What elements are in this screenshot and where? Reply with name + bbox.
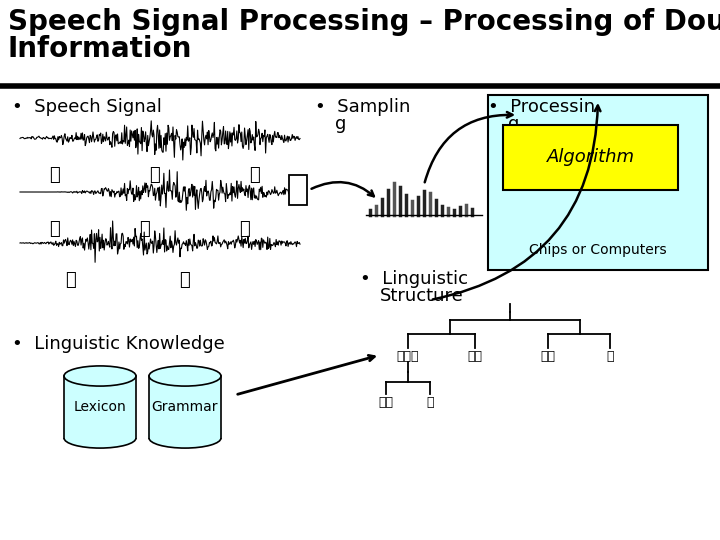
Text: Information: Information xyxy=(8,35,192,63)
Text: g: g xyxy=(335,115,346,133)
Text: 天気: 天気 xyxy=(467,350,482,363)
Text: 今天: 今天 xyxy=(379,396,394,409)
Bar xyxy=(149,376,221,438)
Text: 今: 今 xyxy=(50,166,60,184)
Bar xyxy=(289,175,307,205)
Text: 天: 天 xyxy=(50,220,60,238)
Bar xyxy=(0,0,720,85)
Text: •  Samplin: • Samplin xyxy=(315,98,410,116)
Text: 的: 的 xyxy=(250,166,261,184)
Text: •  Speech Signal: • Speech Signal xyxy=(12,98,162,116)
Text: 的: 的 xyxy=(426,396,433,409)
Text: 天: 天 xyxy=(150,166,161,184)
Text: 気: 気 xyxy=(140,220,150,238)
Bar xyxy=(488,95,708,270)
Ellipse shape xyxy=(149,428,221,448)
Bar xyxy=(64,376,136,438)
Text: 好: 好 xyxy=(606,350,613,363)
Text: Chips or Computers: Chips or Computers xyxy=(529,243,667,257)
Text: Lexicon: Lexicon xyxy=(73,400,127,414)
Text: Speech Signal Processing – Processing of Double-Level: Speech Signal Processing – Processing of… xyxy=(8,8,720,36)
Ellipse shape xyxy=(149,366,221,386)
Text: 非常: 非常 xyxy=(541,350,556,363)
Text: g: g xyxy=(508,115,519,133)
Text: Structure: Structure xyxy=(380,287,464,305)
Bar xyxy=(63,427,137,438)
Text: 今天的: 今天的 xyxy=(397,350,419,363)
Text: Algorithm: Algorithm xyxy=(546,148,634,166)
Text: •  Processin: • Processin xyxy=(488,98,595,116)
Ellipse shape xyxy=(64,366,136,386)
Text: 非: 非 xyxy=(240,220,251,238)
Text: 常: 常 xyxy=(65,271,76,289)
Text: Grammar: Grammar xyxy=(152,400,218,414)
Text: •  Linguistic Knowledge: • Linguistic Knowledge xyxy=(12,335,225,353)
Bar xyxy=(503,125,678,190)
Ellipse shape xyxy=(64,428,136,448)
Bar xyxy=(148,427,222,438)
Text: •  Linguistic: • Linguistic xyxy=(360,270,468,288)
Text: 好: 好 xyxy=(179,271,190,289)
